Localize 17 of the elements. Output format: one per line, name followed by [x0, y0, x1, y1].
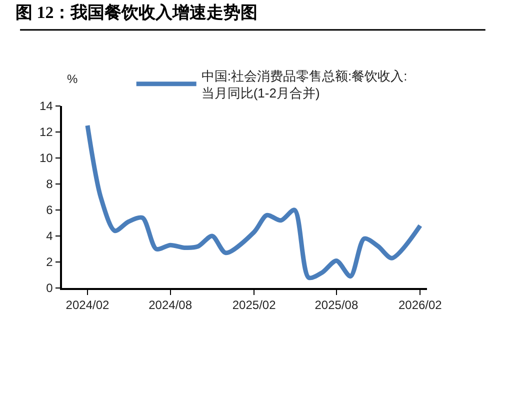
legend-label: 中国:社会消费品零售总额:餐饮收入:当月同比(1-2月合并): [201, 68, 408, 100]
x-tick-label: 2024/02: [66, 298, 110, 312]
y-tick-label: 2: [46, 255, 54, 270]
y-tick-label: 8: [46, 177, 54, 192]
y-tick-label: 12: [39, 125, 54, 140]
y-tick-label: 14: [39, 99, 54, 114]
y-tick-label: 0: [46, 281, 54, 296]
x-tick-label: 2026/02: [398, 298, 442, 312]
y-tick-label: 10: [39, 151, 54, 166]
x-tick-label: 2024/08: [148, 298, 192, 312]
chart-title: 图 12：我国餐饮收入增速走势图: [15, 2, 258, 22]
line-series: [85, 123, 422, 280]
x-tick-label: 2025/02: [232, 298, 276, 312]
y-axis-title: %: [67, 72, 78, 86]
y-tick-label: 6: [46, 203, 54, 218]
x-tick-label: 2025/08: [314, 298, 358, 312]
y-tick-label: 4: [46, 229, 54, 244]
